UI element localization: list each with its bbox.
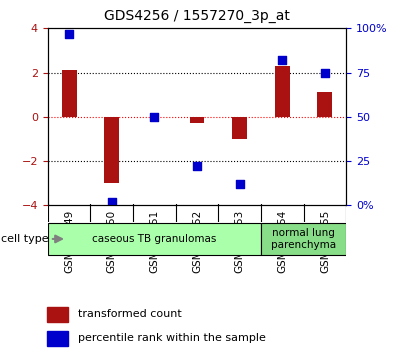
Point <box>236 181 243 187</box>
Title: GDS4256 / 1557270_3p_at: GDS4256 / 1557270_3p_at <box>104 9 290 23</box>
Bar <box>47 331 68 346</box>
Text: cell type: cell type <box>1 234 49 244</box>
Text: normal lung
parenchyma: normal lung parenchyma <box>271 228 336 250</box>
Point <box>194 164 200 169</box>
Point <box>322 70 328 75</box>
Bar <box>232 117 247 139</box>
Bar <box>48 223 261 255</box>
Bar <box>261 223 346 255</box>
Text: percentile rank within the sample: percentile rank within the sample <box>78 333 266 343</box>
Text: transformed count: transformed count <box>78 309 182 319</box>
Bar <box>189 117 205 124</box>
Point <box>279 57 285 63</box>
Point <box>66 31 72 36</box>
Point <box>151 114 158 120</box>
Point <box>109 199 115 205</box>
Bar <box>275 66 290 117</box>
Bar <box>62 70 76 117</box>
Bar <box>104 117 119 183</box>
Bar <box>318 92 332 117</box>
Text: caseous TB granulomas: caseous TB granulomas <box>92 234 217 244</box>
Bar <box>47 307 68 322</box>
